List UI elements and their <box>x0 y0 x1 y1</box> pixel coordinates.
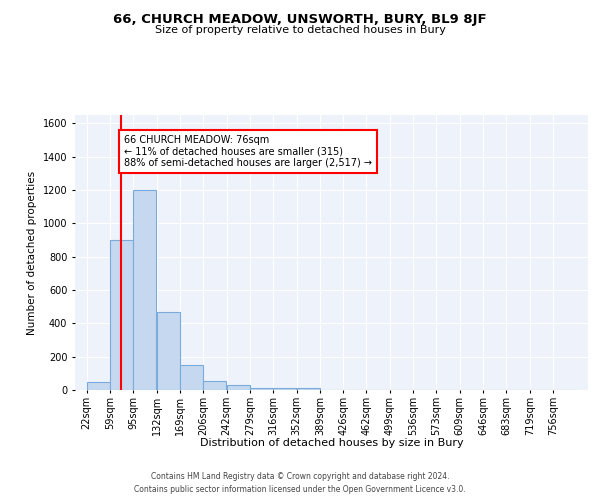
Bar <box>227 385 250 390</box>
Bar <box>296 388 320 390</box>
Bar <box>157 312 180 390</box>
Bar <box>274 388 296 390</box>
Text: Size of property relative to detached houses in Bury: Size of property relative to detached ho… <box>155 25 445 35</box>
Bar <box>250 388 273 390</box>
Y-axis label: Number of detached properties: Number of detached properties <box>27 170 37 334</box>
Bar <box>133 190 157 390</box>
Text: Contains HM Land Registry data © Crown copyright and database right 2024.
Contai: Contains HM Land Registry data © Crown c… <box>134 472 466 494</box>
Bar <box>87 382 110 390</box>
Text: 66 CHURCH MEADOW: 76sqm
← 11% of detached houses are smaller (315)
88% of semi-d: 66 CHURCH MEADOW: 76sqm ← 11% of detache… <box>124 135 372 168</box>
Bar <box>180 365 203 390</box>
Bar <box>203 381 226 390</box>
Text: 66, CHURCH MEADOW, UNSWORTH, BURY, BL9 8JF: 66, CHURCH MEADOW, UNSWORTH, BURY, BL9 8… <box>113 12 487 26</box>
X-axis label: Distribution of detached houses by size in Bury: Distribution of detached houses by size … <box>200 438 463 448</box>
Bar <box>110 240 133 390</box>
